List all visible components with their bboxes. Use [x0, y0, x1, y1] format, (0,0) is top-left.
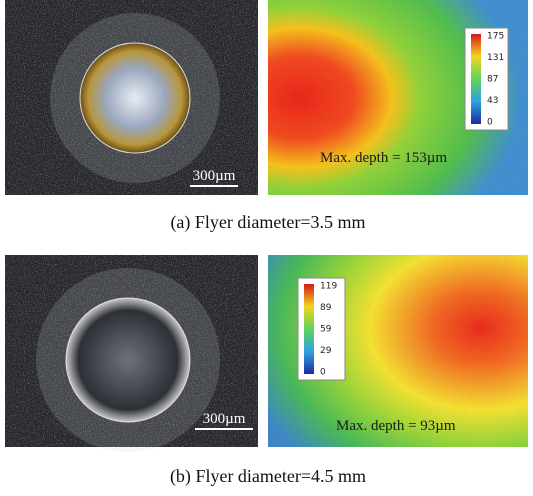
caption-text: Flyer diameter=3.5 mm [195, 212, 366, 232]
colorbar-tick-label: 59 [320, 325, 332, 335]
caption: (b) Flyer diameter=4.5 mm [170, 466, 366, 487]
colorbar-tick-label: 131 [487, 53, 504, 63]
caption: (a) Flyer diameter=3.5 mm [170, 212, 365, 233]
caption-label: (a) [170, 212, 190, 233]
colorbar [304, 284, 314, 374]
caption-text: Flyer diameter=4.5 mm [195, 466, 366, 486]
colorbar-tick-label: 119 [320, 282, 337, 292]
colorbar-tick-label: 175 [487, 32, 504, 42]
colorbar-tick-label: 29 [320, 346, 332, 356]
colorbar-tick-label: 89 [320, 303, 332, 313]
colorbar-tick-label: 43 [487, 96, 498, 106]
colorbar [471, 34, 481, 124]
caption-label: (b) [170, 466, 191, 487]
crater [65, 297, 191, 423]
colorbar-tick-label: 0 [487, 118, 493, 128]
annotation: Max. depth = 93µm [336, 418, 456, 434]
colorbar-tick-label: 0 [320, 368, 326, 378]
colorbar-tick-label: 87 [487, 75, 498, 85]
scale-bar-label: 300µm [193, 168, 236, 184]
crater [79, 42, 191, 154]
scale-bar-label: 300µm [203, 411, 246, 427]
annotation: Max. depth = 153µm [320, 150, 447, 166]
